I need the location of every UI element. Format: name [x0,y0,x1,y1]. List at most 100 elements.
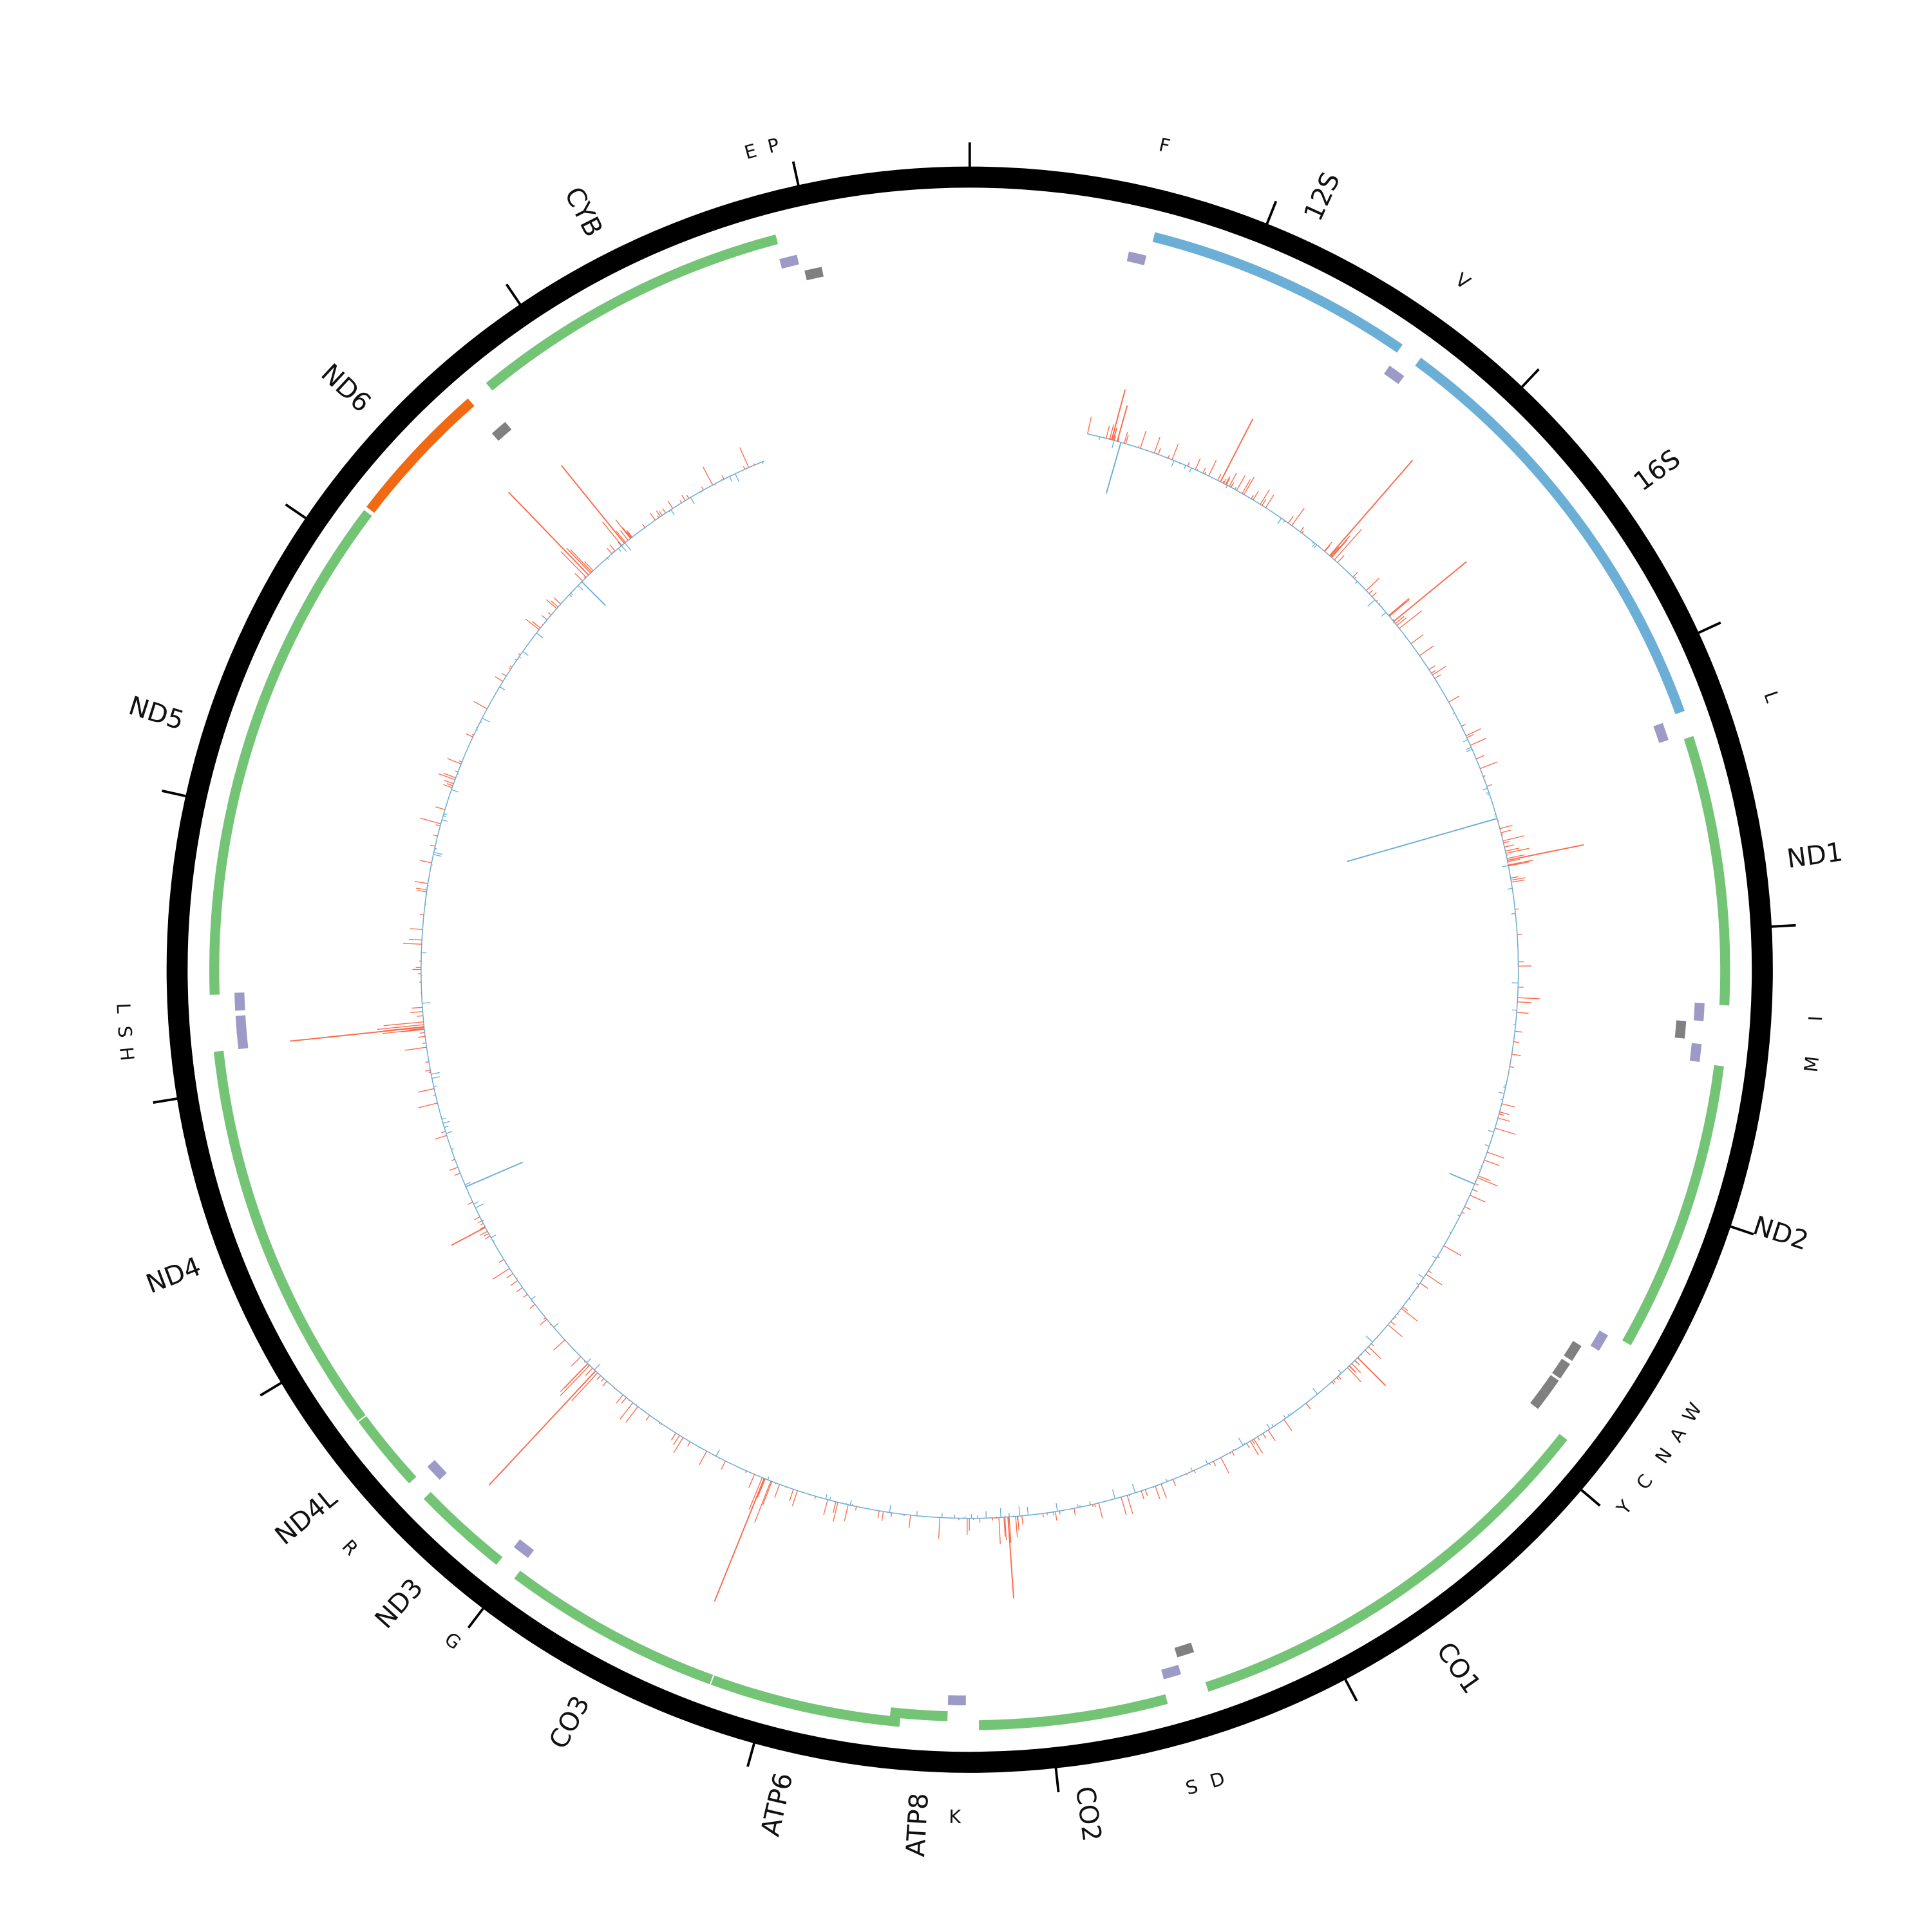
trna-label-m: M [1800,1055,1824,1074]
coverage-spike-up [1510,876,1519,879]
coverage-spike-up [1477,1177,1498,1187]
coverage-spike-up [1504,844,1514,848]
coverage-peak-up [1116,405,1128,442]
coverage-spike-up [433,834,438,837]
coverage-spike-up [1351,1363,1361,1374]
coverage-spike-up [1419,1282,1428,1289]
trna-mark-h [236,1030,249,1050]
coverage-spike-up [620,1402,634,1419]
coverage-spike-up [1393,1318,1395,1320]
coverage-peak-up [714,1478,765,1602]
coverage-spike-up [455,770,459,773]
coverage-spike-up [1105,426,1110,439]
coverage-spike-down [1171,460,1175,467]
coverage-spike-up [1260,489,1270,505]
coverage-spike-up [823,1499,828,1515]
gene-arc-nd3 [423,1492,503,1565]
scale-tick [1695,621,1721,636]
coverage-spike-down [499,686,506,690]
coverage-peak-up [560,465,625,544]
coverage-spike-up [642,524,645,528]
coverage-spike-up [1331,540,1348,558]
coverage-spike-up [656,510,661,517]
coverage-spike-up [438,773,455,781]
coverage-spike-up [1302,530,1304,534]
scale-tick [467,1605,486,1629]
coverage-spike-down [767,1476,770,1481]
coverage-spike-down [1482,788,1488,791]
coverage-spike-up [1226,478,1231,486]
coverage-spike-up [412,1007,422,1009]
coverage-spike-up [1399,610,1422,629]
coverage-spike-up [414,880,428,884]
coverage-spike-up [560,1363,589,1392]
coverage-spike-down [1179,462,1180,464]
coverage-spike-up [600,1378,604,1382]
coverage-spike-up [425,1061,430,1063]
coverage-spike-up [451,1159,455,1161]
coverage-spike-up [832,1501,837,1513]
coverage-spike-up [1499,1113,1505,1116]
coverage-spike-up [1021,1515,1023,1525]
coverage-spike-down [586,1358,591,1363]
coverage-spike-up [1408,1298,1411,1300]
coverage-spike-up [1379,603,1381,605]
coverage-spike-down [1412,1292,1414,1294]
coverage-spike-up [1003,1517,1006,1537]
scale-tick [162,790,189,798]
coverage-peak-up [1329,460,1414,556]
coverage-spike-up [484,1235,491,1240]
coverage-spike-up [596,1375,601,1380]
coverage-spike-down [916,1511,918,1516]
coverage-spike-up [1230,482,1235,488]
trna-mark-l [1653,723,1669,743]
gene-arc-nd6 [366,398,475,513]
trna-mark-t [804,267,824,281]
coverage-spike-down [536,632,544,639]
trna-mark-a [1564,1341,1582,1361]
coverage-spike-up [583,563,592,573]
coverage-spike-up [1482,775,1486,777]
gene-label-12s: 12S [1298,167,1347,225]
coverage-spike-down [480,721,482,723]
coverage-spike-up [1291,507,1305,526]
coverage-spike-up [1287,516,1294,524]
coverage-spike-up [998,1517,1001,1544]
trna-label-s: S [1183,1775,1200,1799]
coverage-spike-up [658,1422,661,1425]
coverage-spike-up [673,1435,680,1445]
gene-label-nd3: ND3 [369,1573,429,1634]
coverage-peak-up [289,1026,424,1042]
coverage-spike-up [1015,1516,1018,1537]
coverage-spike-up [1506,854,1525,859]
coverage-spike-up [1157,1485,1159,1487]
coverage-spike-down [670,509,675,516]
coverage-spike-up [609,544,616,552]
coverage-spike-down [1184,465,1186,469]
coverage-spike-up [1448,696,1459,703]
coverage-spike-down [1485,791,1490,794]
coverage-spike-up [510,1280,518,1286]
coverage-spike-up [1431,670,1435,674]
scale-tick [1519,368,1540,390]
coverage-spike-up [1242,479,1251,494]
coverage-spike-up [1495,1128,1516,1135]
coverage-spike-down [1190,1467,1193,1472]
coverage-spike-up [1195,458,1201,470]
coverage-spike-down [690,497,695,504]
coverage-spike-up [466,733,473,737]
coverage-track [289,389,1584,1602]
coverage-spike-up [1251,1439,1255,1444]
coverage-spike-down [443,813,448,815]
coverage-spike-up [1511,877,1526,881]
trna-label-p: P [766,134,782,158]
coverage-peak-up [1111,389,1126,440]
coverage-spike-up [542,623,544,625]
coverage-spike-down [1112,1489,1116,1499]
coverage-spike-down [451,1148,454,1150]
coverage-spike-up [645,1415,650,1421]
coverage-spike-down [442,1121,450,1124]
gene-arc-nd4l [358,1416,417,1484]
coverage-spike-down [1099,436,1101,440]
coverage-spike-up [566,547,591,574]
